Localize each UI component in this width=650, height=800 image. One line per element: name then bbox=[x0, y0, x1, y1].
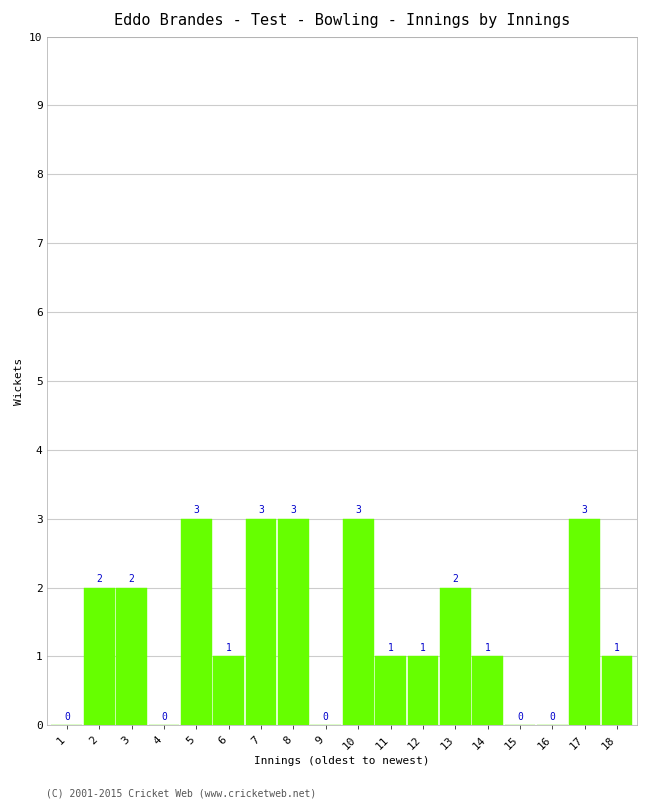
Text: 1: 1 bbox=[420, 643, 426, 653]
Text: 0: 0 bbox=[549, 712, 555, 722]
Text: 2: 2 bbox=[452, 574, 458, 584]
Bar bbox=[408, 657, 438, 726]
Bar bbox=[84, 587, 114, 726]
Text: 1: 1 bbox=[485, 643, 491, 653]
Text: 2: 2 bbox=[96, 574, 102, 584]
Text: 0: 0 bbox=[517, 712, 523, 722]
Text: 0: 0 bbox=[64, 712, 70, 722]
Text: 0: 0 bbox=[323, 712, 329, 722]
Text: 1: 1 bbox=[387, 643, 393, 653]
X-axis label: Innings (oldest to newest): Innings (oldest to newest) bbox=[254, 757, 430, 766]
Bar bbox=[213, 657, 244, 726]
Bar bbox=[343, 518, 374, 726]
Bar bbox=[181, 518, 212, 726]
Text: 3: 3 bbox=[291, 506, 296, 515]
Bar bbox=[375, 657, 406, 726]
Text: 1: 1 bbox=[226, 643, 231, 653]
Title: Eddo Brandes - Test - Bowling - Innings by Innings: Eddo Brandes - Test - Bowling - Innings … bbox=[114, 14, 570, 29]
Text: 3: 3 bbox=[258, 506, 264, 515]
Bar bbox=[440, 587, 471, 726]
Bar bbox=[116, 587, 147, 726]
Text: 3: 3 bbox=[355, 506, 361, 515]
Text: 3: 3 bbox=[582, 506, 588, 515]
Text: 2: 2 bbox=[129, 574, 135, 584]
Y-axis label: Wickets: Wickets bbox=[14, 358, 23, 405]
Text: (C) 2001-2015 Cricket Web (www.cricketweb.net): (C) 2001-2015 Cricket Web (www.cricketwe… bbox=[46, 788, 316, 798]
Text: 3: 3 bbox=[193, 506, 200, 515]
Text: 1: 1 bbox=[614, 643, 620, 653]
Bar bbox=[473, 657, 503, 726]
Bar bbox=[246, 518, 276, 726]
Bar bbox=[569, 518, 600, 726]
Text: 0: 0 bbox=[161, 712, 167, 722]
Bar bbox=[278, 518, 309, 726]
Bar bbox=[602, 657, 632, 726]
